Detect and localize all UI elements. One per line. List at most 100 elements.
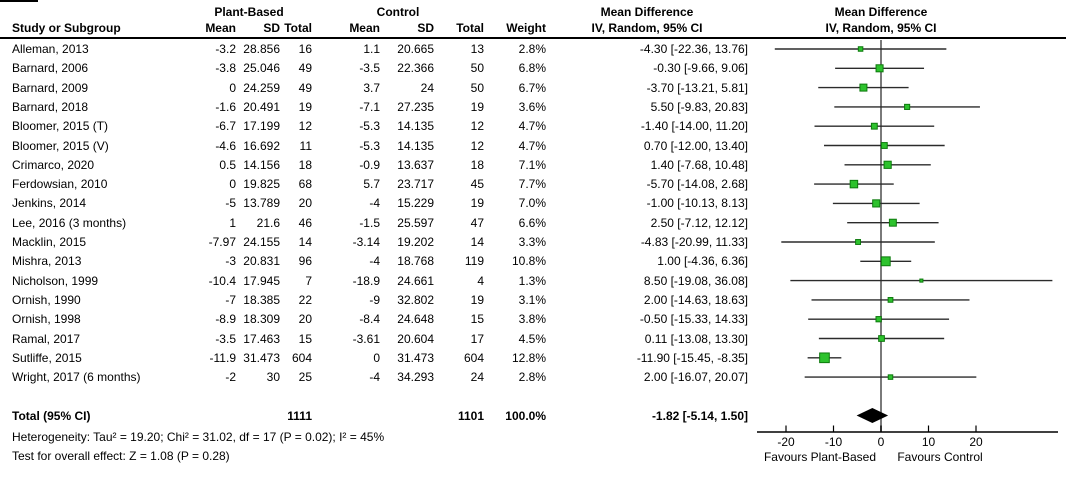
ci-text-cell: 0.11 [-13.08, 13.30] [644,331,748,346]
effect-marker [875,64,884,73]
plant-total-cell: 16 [298,42,312,56]
col-header-plant-mean: Mean [205,21,236,35]
total-diamond [856,408,889,423]
plant-total-cell: 49 [298,80,312,95]
control-sd-cell: 23.717 [397,177,434,192]
effect-marker [880,256,891,267]
plant-total-cell: 7 [305,273,312,288]
total-label: Total (95% CI) [12,408,91,423]
top-border-fragment [0,0,38,2]
total-plant-total-cell: 1111 [287,408,312,423]
study-label: Alleman, 2013 [12,42,89,56]
plant-sd-cell: 14.156 [243,157,280,172]
control-mean-cell: -4 [369,196,380,211]
ci-text-cell: -11.90 [-15.45, -8.35] [636,350,748,365]
weight-cell: 2.8% [518,42,546,56]
plant-total-cell: 14 [298,235,312,249]
control-mean-cell: -1.5 [359,215,380,230]
weight-cell: 7.1% [518,157,546,172]
plant-mean-cell: -3.5 [215,331,236,346]
table-row: Barnard, 2009 0 24.259 49 3.7 24 50 6.7% -3.70 [… [0,80,756,96]
plant-total-cell: 19 [298,99,312,114]
weight-cell: 7.7% [518,177,546,192]
plant-sd-cell: 24.259 [243,80,280,95]
control-mean-cell: -4 [369,254,380,269]
effect-marker [849,179,859,189]
table-row: Wright, 2017 (6 months) -2 30 25 -4 34.293 24 2… [0,371,756,385]
table-row: Bloomer, 2015 (T) -6.7 17.199 12 -5.3 14.135 1… [0,120,756,134]
plant-mean-cell: -3.8 [215,61,236,76]
study-label: Jenkins, 2014 [12,196,87,211]
control-sd-cell: 27.235 [397,99,434,114]
control-total-cell: 12 [470,119,484,134]
col-header-weight: Weight [506,21,546,35]
control-sd-cell: 22.366 [397,61,434,76]
weight-cell: 6.7% [518,80,546,95]
plant-sd-cell: 25.046 [243,61,280,76]
effect-marker [855,239,862,245]
plant-mean-cell: -3.2 [215,42,236,56]
effect-marker [904,103,911,110]
control-sd-cell: 14.135 [397,119,434,134]
plant-sd-cell: 16.692 [243,138,280,153]
ci-text-cell: -5.70 [-14.08, 2.68] [646,177,748,192]
control-total-cell: 19 [470,292,484,307]
plant-total-cell: 49 [298,61,312,76]
study-label: Ramal, 2017 [12,331,81,346]
effect-marker [872,199,881,208]
heterogeneity-footnote: Heterogeneity: Tau² = 19.20; Chi² = 31.0… [12,430,385,444]
plant-sd-cell: 20.491 [243,99,280,114]
col-header-control-total: Total [456,21,484,35]
weight-cell: 4.5% [518,331,546,346]
ci-text-cell: 8.50 [-19.08, 36.08] [643,273,748,288]
x-axis-tick-label: -20 [777,435,795,449]
plant-total-cell: 46 [298,215,312,230]
weight-cell: 12.8% [511,350,546,365]
control-total-cell: 15 [470,312,484,327]
control-mean-cell: -0.9 [359,157,380,172]
ci-text-cell: -4.83 [-20.99, 11.33] [640,235,748,249]
table-row: Bloomer, 2015 (V) -4.6 16.692 11 -5.3 14.135 1… [0,138,756,154]
weight-cell: 4.7% [518,119,546,134]
plant-mean-cell: 1 [229,215,236,230]
table-row: Ferdowsian, 2010 0 19.825 68 5.7 23.717 45 7.7%… [0,178,756,192]
ci-text-cell: -3.70 [-13.21, 5.81] [646,80,748,95]
ci-text-cell: 2.00 [-14.63, 18.63] [643,292,748,307]
plant-mean-cell: 0 [229,177,236,192]
col-header-plant-sd: SD [263,21,280,35]
table-row: Alleman, 2013 -3.2 28.856 16 1.1 20.665 13 2.8%… [0,43,756,57]
control-sd-cell: 24 [420,80,434,95]
plant-mean-cell: -7.97 [208,235,236,249]
control-sd-cell: 34.293 [397,370,434,385]
plant-sd-cell: 20.831 [243,254,280,269]
control-total-cell: 19 [470,196,484,211]
plant-sd-cell: 24.155 [243,235,280,249]
study-label: Macklin, 2015 [12,235,87,249]
control-sd-cell: 20.604 [397,331,434,346]
table-row: Macklin, 2015 -7.97 24.155 14 -3.14 19.202 14 3… [0,236,756,250]
control-sd-cell: 15.229 [397,196,434,211]
ci-text-cell: 1.00 [-4.36, 6.36] [657,254,748,269]
total-weight-cell: 100.0% [505,408,546,423]
plant-sd-cell: 30 [266,370,280,385]
effect-marker [880,142,888,149]
effect-marker [870,122,878,130]
plant-mean-cell: -6.7 [215,119,236,134]
table-row: Ornish, 1990 -7 18.385 22 -9 32.802 19 3.1% 2.00… [0,292,756,308]
table-row: Nicholson, 1999 -10.4 17.945 7 -18.9 24.661 4 1… [0,273,756,289]
control-total-cell: 18 [470,157,484,172]
study-label: Mishra, 2013 [12,254,82,269]
plant-total-cell: 20 [298,196,312,211]
effect-marker [888,218,897,227]
study-label: Barnard, 2018 [12,99,89,114]
plant-sd-cell: 17.199 [243,119,280,134]
plant-total-cell: 15 [298,331,312,346]
control-sd-cell: 24.661 [397,273,434,288]
control-sd-cell: 18.768 [397,254,434,269]
col-header-ci-table: IV, Random, 95% CI [591,21,703,35]
ci-text-cell: 1.40 [-7.68, 10.48] [650,157,748,172]
col-header-ci-plot: IV, Random, 95% CI [825,21,937,35]
plant-sd-cell: 28.856 [243,42,280,56]
control-sd-cell: 14.135 [397,138,434,153]
